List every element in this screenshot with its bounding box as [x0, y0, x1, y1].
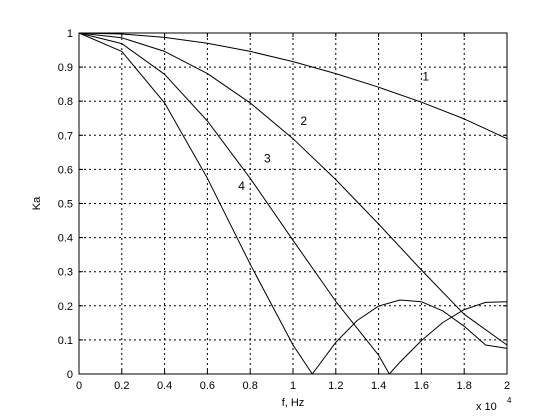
- x-multiplier: x 10: [476, 401, 497, 413]
- y-tick-label: 0.1: [58, 335, 73, 347]
- y-tick-label: 1: [67, 28, 73, 40]
- series-2-label: 2: [300, 114, 307, 128]
- series-4-label: 4: [238, 179, 245, 193]
- x-tick-label: 1.8: [457, 380, 472, 392]
- curve-labels: 1 2 3 4: [238, 70, 429, 193]
- x-tick-label: 1.2: [328, 380, 343, 392]
- y-tick-label: 0.5: [58, 199, 73, 211]
- y-tick-label: 0.4: [58, 233, 73, 245]
- x-tick-label: 0.6: [200, 380, 215, 392]
- series-group: [78, 32, 508, 375]
- series-1-label: 1: [422, 70, 429, 84]
- grid: [79, 33, 507, 374]
- x-tick-label: 1.4: [371, 380, 386, 392]
- series-1-line: [78, 32, 508, 140]
- x-tick-label: 0: [76, 380, 82, 392]
- series-3-line: [78, 32, 508, 375]
- ticks: [78, 32, 508, 375]
- x-tick-label: 2: [504, 380, 510, 392]
- x-axis-label: f, Hz: [282, 397, 305, 409]
- y-tick-label: 0.8: [58, 96, 73, 108]
- x-tick-label: 1: [290, 380, 296, 392]
- x-tick-label: 1.6: [414, 380, 429, 392]
- y-tick-labels: 0 0.1 0.2 0.3 0.4 0.5 0.6 0.7 0.8 0.9 1: [58, 28, 73, 381]
- y-axis-label: Ka: [31, 196, 43, 210]
- x-tick-label: 0.8: [243, 380, 258, 392]
- y-tick-label: 0.6: [58, 164, 73, 176]
- x-tick-label: 0.2: [114, 380, 129, 392]
- y-tick-label: 0.9: [58, 62, 73, 74]
- series-3-label: 3: [264, 152, 271, 166]
- y-tick-label: 0.2: [58, 301, 73, 313]
- x-tick-label: 0.4: [157, 380, 172, 392]
- series-4-line: [78, 32, 508, 375]
- x-tick-labels: 0 0.2 0.4 0.6 0.8 1 1.2 1.4 1.6 1.8 2: [76, 380, 510, 392]
- series-2-line: [78, 32, 508, 346]
- y-tick-label: 0.3: [58, 267, 73, 279]
- y-tick-label: 0.7: [58, 130, 73, 142]
- x-multiplier-exponent: 4: [507, 396, 512, 405]
- y-tick-label: 0: [67, 369, 73, 381]
